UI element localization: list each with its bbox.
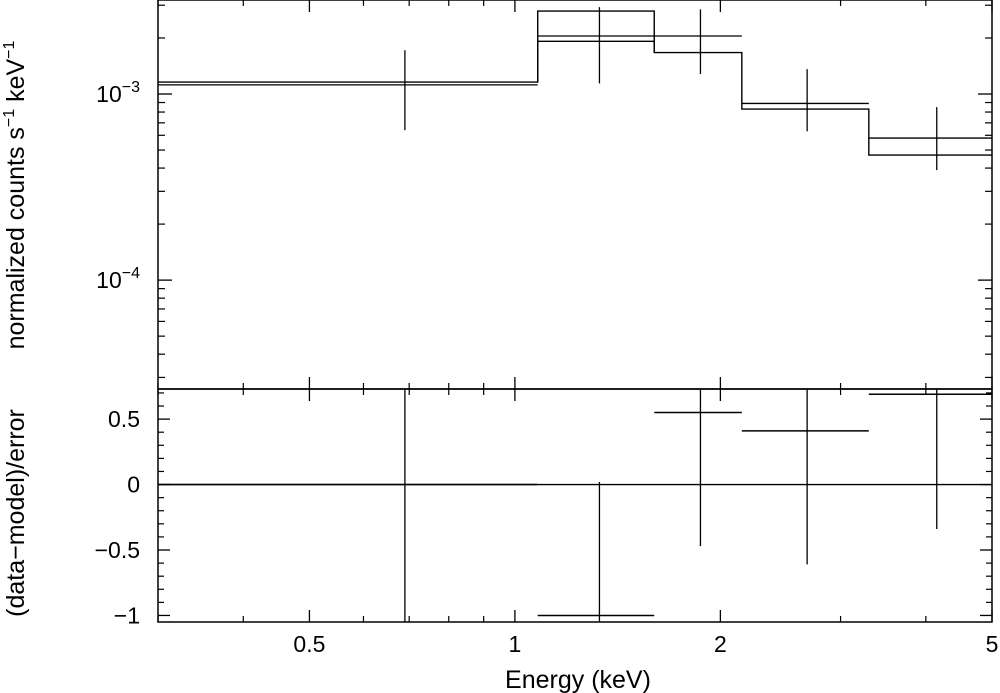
y-axis-label-spectrum: normalized counts s−1 keV−1: [1, 40, 30, 349]
tick-exponent: −4: [122, 265, 140, 282]
residual-plot-frame: [157, 388, 993, 623]
x-tick-label: 0.5: [293, 631, 325, 657]
spectrum-panel: 10−310−4: [96, 0, 993, 390]
spectrum-plot-frame: [157, 0, 993, 390]
model-step-line: [158, 40, 992, 156]
x-tick-label: 1: [509, 631, 522, 657]
residual-y-tick-label: −0.5: [95, 537, 140, 563]
x-axis-label: Energy (keV): [505, 666, 651, 693]
residual-y-tick-label: 0: [127, 472, 140, 498]
x-tick-label: 5: [986, 631, 999, 657]
residual-panel: 0.5 1 2 5 0.5 0 −0.5 −1: [95, 388, 999, 657]
x-tick-label: 2: [714, 631, 727, 657]
model-upper-step: [537, 10, 655, 83]
residual-y-tick-label: −1: [114, 602, 140, 628]
tick-base: 10: [96, 267, 122, 293]
tick-base: 10: [96, 81, 122, 107]
spectrum-y-tick-label: 10−3: [96, 79, 140, 107]
spectrum-y-tick-label: 10−4: [96, 265, 140, 293]
y-axis-label-residuals: (data−model)/error: [2, 409, 30, 617]
residual-y-tick-label: 0.5: [108, 406, 140, 432]
tick-exponent: −3: [122, 79, 140, 96]
